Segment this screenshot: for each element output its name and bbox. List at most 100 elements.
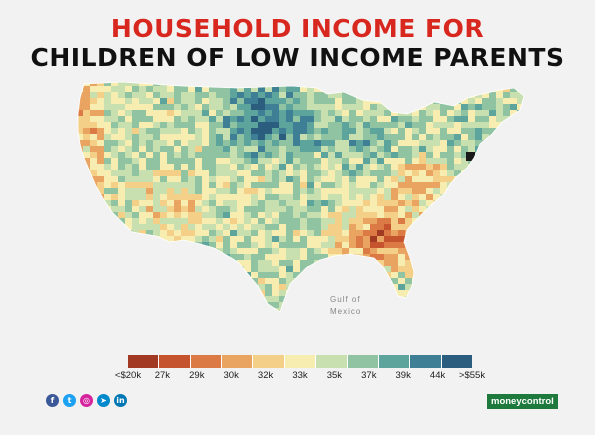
county-cell	[118, 176, 126, 183]
county-cell	[286, 260, 294, 267]
county-cell	[412, 188, 420, 195]
county-cell	[279, 164, 287, 171]
county-cell	[286, 236, 294, 243]
facebook-icon[interactable]: f	[46, 394, 59, 407]
instagram-icon[interactable]: ◎	[80, 394, 93, 407]
county-cell	[174, 110, 182, 117]
county-cell	[139, 170, 147, 177]
county-cell	[447, 104, 455, 111]
county-cell	[426, 182, 434, 189]
county-cell	[314, 158, 322, 165]
county-cell	[370, 104, 378, 111]
county-cell	[307, 260, 315, 267]
legend-label: >$55k	[458, 370, 486, 381]
county-cell	[78, 260, 84, 267]
county-cell	[503, 284, 511, 291]
county-cell	[384, 188, 392, 195]
county-cell	[286, 314, 293, 320]
county-cell	[419, 128, 427, 135]
county-cell	[356, 230, 364, 237]
brand-logo[interactable]: moneycontrol	[487, 394, 558, 409]
county-cell	[300, 122, 308, 129]
county-cell	[286, 158, 294, 165]
county-cell	[195, 290, 203, 297]
telegram-icon[interactable]: ➤	[97, 394, 110, 407]
county-cell	[391, 266, 399, 273]
county-cell	[167, 86, 175, 93]
county-cell	[447, 314, 454, 320]
county-cell	[349, 194, 357, 201]
county-cell	[440, 260, 448, 267]
county-cell	[160, 188, 168, 195]
county-cell	[265, 290, 273, 297]
page-title-line-1: HOUSEHOLD INCOME FOR	[110, 14, 485, 43]
county-cell	[370, 128, 378, 135]
county-cell	[433, 82, 441, 87]
county-cell	[104, 98, 112, 105]
county-cell	[181, 308, 189, 312]
county-cell	[146, 152, 154, 159]
county-cell	[223, 182, 231, 189]
county-cell	[482, 134, 490, 141]
county-cell	[356, 86, 364, 93]
county-cell	[433, 116, 441, 123]
county-cell	[153, 308, 161, 312]
county-cell	[468, 170, 476, 177]
county-cell	[300, 158, 308, 165]
county-cell	[496, 272, 504, 279]
county-cell	[258, 182, 266, 189]
county-cell	[426, 308, 434, 312]
county-cell	[433, 86, 441, 93]
county-cell	[223, 188, 231, 195]
county-cell	[524, 110, 531, 116]
county-cell	[181, 134, 189, 141]
county-cell	[447, 176, 455, 183]
county-cell	[223, 140, 231, 147]
county-cell	[244, 128, 252, 135]
county-cell	[181, 128, 189, 135]
county-cell	[510, 302, 518, 309]
linkedin-icon[interactable]: in	[114, 394, 127, 407]
county-cell	[524, 170, 531, 176]
county-cell	[78, 200, 84, 207]
county-cell	[174, 158, 182, 165]
county-cell	[328, 224, 336, 231]
county-cell	[426, 146, 434, 153]
county-cell	[391, 146, 399, 153]
county-cell	[468, 254, 476, 261]
county-cell	[405, 278, 413, 285]
county-cell	[174, 104, 182, 111]
county-cell	[132, 260, 140, 267]
county-cell	[377, 194, 385, 201]
county-cell	[454, 116, 462, 123]
county-cell	[104, 218, 112, 225]
county-cell	[524, 134, 531, 140]
county-cell	[111, 146, 119, 153]
county-cell	[496, 176, 504, 183]
county-cell	[405, 98, 413, 105]
county-cell	[223, 116, 231, 123]
county-cell	[384, 254, 392, 261]
county-cell	[202, 164, 210, 171]
county-cell	[342, 278, 350, 285]
county-cell	[370, 134, 378, 141]
county-cell	[78, 188, 84, 195]
legend-swatch-0	[128, 355, 160, 368]
county-cell	[454, 224, 462, 231]
county-cell	[78, 254, 84, 261]
county-cell	[293, 98, 301, 105]
county-cell	[83, 98, 91, 105]
county-cell	[188, 218, 196, 225]
county-cell	[314, 134, 322, 141]
county-cell	[433, 164, 441, 171]
county-cell	[244, 182, 252, 189]
county-cell	[188, 230, 196, 237]
county-cell	[335, 164, 343, 171]
county-cell	[195, 308, 203, 312]
county-cell	[90, 218, 98, 225]
county-cell	[167, 128, 175, 135]
twitter-icon[interactable]: t	[63, 394, 76, 407]
county-cell	[174, 134, 182, 141]
county-cell	[335, 230, 343, 237]
county-cell	[363, 110, 371, 117]
